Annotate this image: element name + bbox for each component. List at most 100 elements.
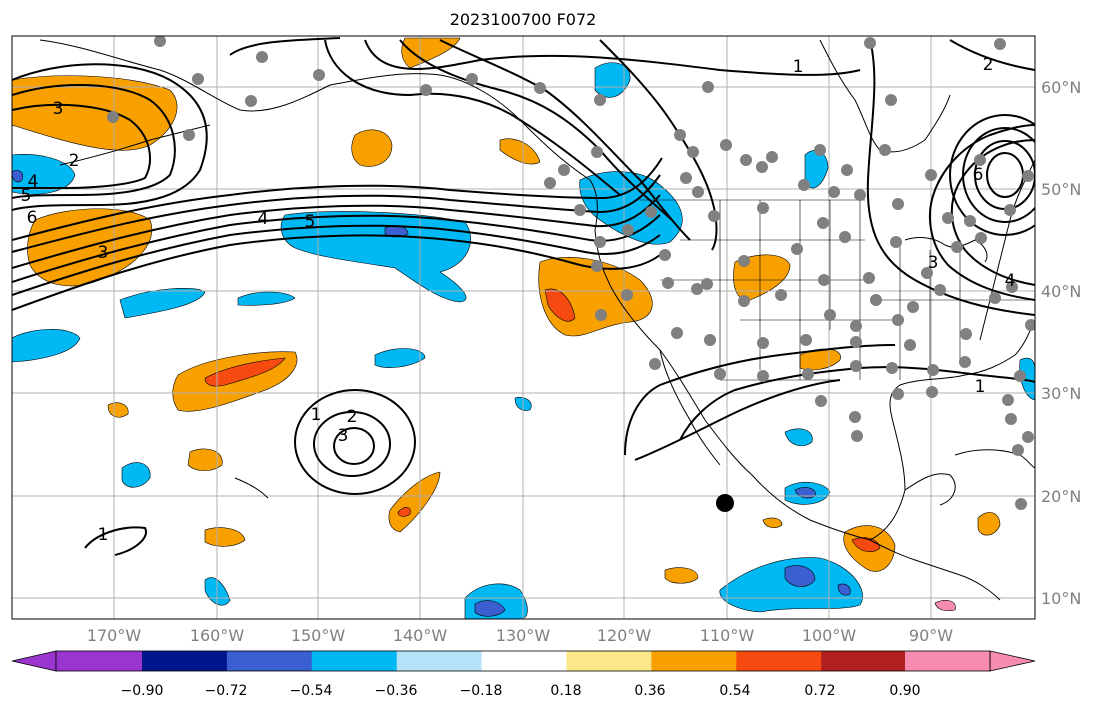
- contour-jet-6: [12, 157, 663, 241]
- pos-core-hawaii-ne: [397, 507, 411, 517]
- colorbar-segment: [142, 651, 228, 671]
- us-west-coast: [594, 229, 871, 541]
- colorbar-label: −0.90: [121, 683, 164, 699]
- contour-ak-2: [324, 39, 621, 196]
- contour-label: 3: [53, 99, 64, 119]
- pos-anomaly-bc-coast: [499, 138, 541, 165]
- hawaii-islands: [234, 477, 269, 499]
- contour-label: 2: [983, 55, 994, 75]
- colorbar-segment: [566, 651, 652, 671]
- lon-label: 150°W: [291, 626, 346, 645]
- contour-label: 3: [338, 426, 349, 446]
- lon-label: 170°W: [87, 626, 142, 645]
- contour-sw-1: [84, 526, 147, 556]
- contour-label-group: 1 2 3 1 2 3 4 5 6 4 5 3 1 2 6 3 4 1: [21, 55, 1016, 545]
- contour-label: 5: [21, 186, 32, 206]
- colorbar-segment: [396, 651, 483, 671]
- pos-anomaly-south-1: [204, 527, 246, 547]
- colorbar-label: 0.54: [719, 683, 750, 699]
- pos-anomaly-hawaii-ne: [388, 471, 441, 533]
- contour-label: 4: [1005, 271, 1016, 291]
- contour-label: 2: [347, 407, 358, 427]
- map-title: 2023100700 F072: [449, 10, 597, 29]
- pacific-high-contour-1: [294, 389, 416, 495]
- neg-anomaly-mid-1: [237, 291, 296, 306]
- contour-label: 3: [98, 243, 109, 263]
- lon-label: 160°W: [190, 626, 245, 645]
- contour-jet-5: [12, 174, 661, 253]
- colorbar-segment: [736, 651, 822, 671]
- contour-jet-1: [12, 234, 661, 311]
- yucatan: [904, 473, 956, 506]
- colorbar-segment: [821, 651, 907, 671]
- contour-ak-4: [439, 39, 691, 241]
- colorbar-segment: [226, 651, 313, 671]
- neg-core-equator-1: [474, 600, 506, 617]
- lat-label: 40°N: [1041, 282, 1081, 301]
- lat-label: 30°N: [1041, 384, 1081, 403]
- contour-east-low-1: [949, 114, 1035, 236]
- contour-east-1: [866, 39, 1035, 316]
- contour-label: 5: [305, 212, 316, 232]
- neg-anomaly-mid-2: [374, 348, 426, 368]
- contour-ne-2: [949, 39, 1035, 71]
- colorbar-label: −0.54: [290, 683, 333, 699]
- colorbar-extend-low: [11, 650, 57, 672]
- pos-anomaly-small-1: [762, 517, 783, 529]
- pos-anomaly-great-basin: [733, 254, 791, 301]
- contour-ridge-1: [364, 39, 861, 76]
- lon-label: 90°W: [909, 626, 953, 645]
- state-borders: [640, 199, 1030, 381]
- pos-anomaly-caribbean: [977, 512, 1001, 536]
- colorbar: −0.90 −0.72 −0.54 −0.36 −0.18 0.18 0.36 …: [11, 650, 1036, 699]
- target-marker: [716, 494, 734, 512]
- colorbar-label: −0.36: [375, 683, 418, 699]
- contour-label: 6: [973, 165, 984, 185]
- pos-anomaly-w-hawaii: [107, 402, 129, 418]
- contour-jet-3: [12, 214, 661, 283]
- neg-anomaly-small-3: [934, 600, 956, 612]
- pos-core-mid-pacific: [204, 357, 286, 387]
- contour-label: 1: [793, 57, 804, 77]
- contour-label: 2: [69, 151, 80, 171]
- contour-east-low-2: [962, 127, 1035, 223]
- lon-label: 100°W: [802, 626, 857, 645]
- pos-anomaly-sw-hawaii: [187, 448, 223, 471]
- neg-anomaly-west-edge: [12, 329, 81, 363]
- longitude-labels: 170°W 160°W 150°W 140°W 130°W 120°W 110°…: [87, 626, 953, 645]
- pos-anomaly-bering: [351, 129, 393, 167]
- station-dots: [107, 36, 1035, 510]
- contour-label: 4: [258, 209, 269, 229]
- colorbar-segment: [651, 651, 737, 671]
- colorbar-segment: [481, 651, 567, 671]
- lat-lon-grid: [12, 36, 1035, 619]
- contour-label: 1: [98, 525, 109, 545]
- central-america: [869, 539, 1001, 601]
- contour-label: 1: [311, 405, 322, 425]
- colorbar-label: −0.18: [460, 683, 503, 699]
- colorbar-label: 0.36: [634, 683, 665, 699]
- lat-label: 50°N: [1041, 180, 1081, 199]
- pacific-high-contour-2: [313, 411, 391, 477]
- colorbar-segment: [56, 651, 142, 671]
- contour-ak-1: [229, 37, 341, 56]
- lon-label: 110°W: [700, 626, 755, 645]
- contour-trough-mexico-3: [634, 379, 841, 461]
- east-coast: [979, 159, 1035, 341]
- neg-anomaly-mexico-2: [784, 428, 813, 447]
- colorbar-label: 0.72: [804, 683, 835, 699]
- lon-label: 130°W: [496, 626, 551, 645]
- colorbar-segment: [311, 651, 398, 671]
- contour-nw-loop-1: [12, 63, 208, 211]
- contour-ak-3: [399, 39, 673, 221]
- contour-label: 3: [928, 253, 939, 273]
- contour-label: 1: [975, 377, 986, 397]
- alaska-coast: [39, 39, 598, 231]
- colorbar-label: −0.72: [205, 683, 248, 699]
- neg-anomaly-hawaii-w: [121, 462, 151, 488]
- gulf-mexico-coast: [869, 319, 1035, 541]
- contour-trough-mexico: [624, 344, 896, 456]
- neg-core-equator-3: [837, 583, 851, 596]
- neg-core-equator-2: [784, 565, 816, 587]
